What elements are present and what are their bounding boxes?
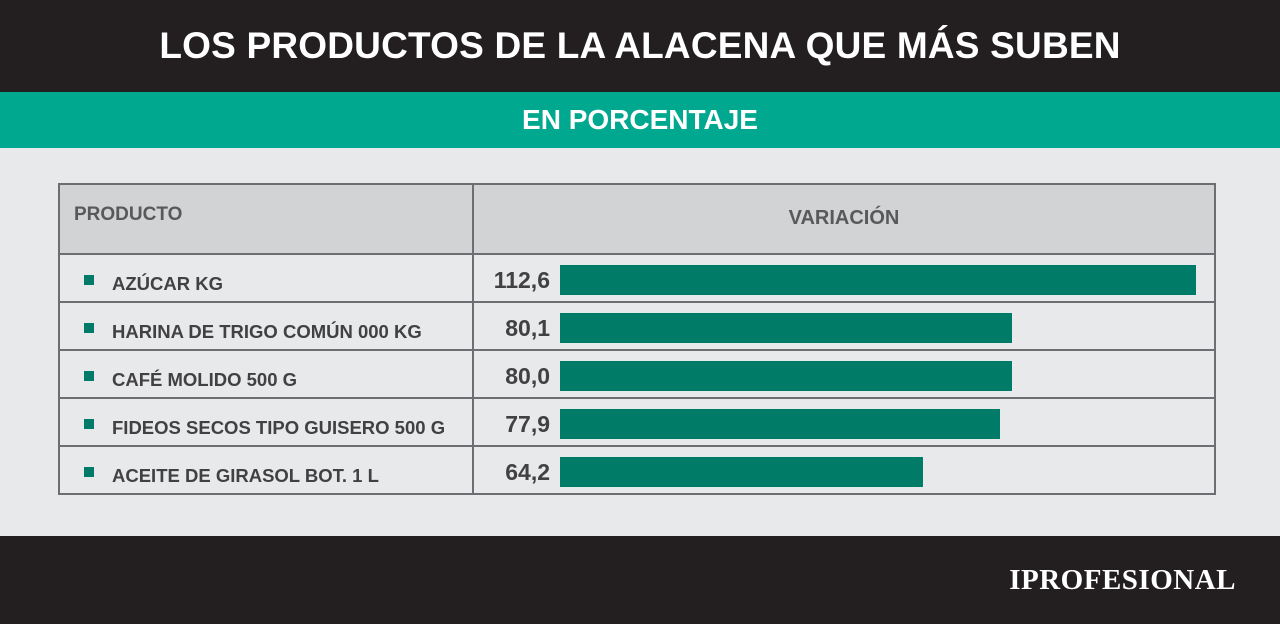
column-header-product: PRODUCTO [74,204,183,225]
brand-logo: IPROFESIONAL [1009,564,1236,596]
value-label: 80,0 [505,363,550,389]
product-label: HARINA DE TRIGO COMÚN 000 KG [112,321,422,342]
row-bullet [84,371,94,381]
footer: IPROFESIONAL [0,536,1280,624]
bar [560,409,1000,439]
bar [560,361,1012,391]
data-table: PRODUCTO VARIACIÓN AZÚCAR KG 112,6 HARINA … [58,183,1216,495]
row-bullet [84,323,94,333]
product-label: ACEITE DE GIRASOL BOT. 1 L [112,465,379,486]
column-header-variation: VARIACIÓN [788,207,900,229]
bar [560,265,1196,295]
chart-subtitle: EN PORCENTAJE [0,92,1280,148]
value-label: 80,1 [505,315,550,341]
value-label: 112,6 [493,267,550,293]
value-label: 64,2 [505,459,550,485]
table-header: PRODUCTO VARIACIÓN [60,185,1214,255]
product-label: CAFÉ MOLIDO 500 G [112,369,298,390]
chart-title: LOS PRODUCTOS DE LA ALACENA QUE MÁS SUBE… [0,0,1280,92]
table-row: HARINA DE TRIGO COMÚN 000 KG 80,1 [60,303,1214,351]
bar [560,457,923,487]
bar [560,313,1012,343]
product-label: FIDEOS SECOS TIPO GUISERO 500 G [112,417,446,438]
row-bullet [84,467,94,477]
table-row: ACEITE DE GIRASOL BOT. 1 L 64,2 [60,447,1214,495]
table-row: AZÚCAR KG 112,6 [60,255,1214,303]
product-label: AZÚCAR KG [112,273,223,294]
value-label: 77,9 [505,411,550,437]
table-row: CAFÉ MOLIDO 500 G 80,0 [60,351,1214,399]
row-bullet [84,419,94,429]
row-bullet [84,275,94,285]
table-row: FIDEOS SECOS TIPO GUISERO 500 G 77,9 [60,399,1214,447]
column-divider [472,185,474,493]
